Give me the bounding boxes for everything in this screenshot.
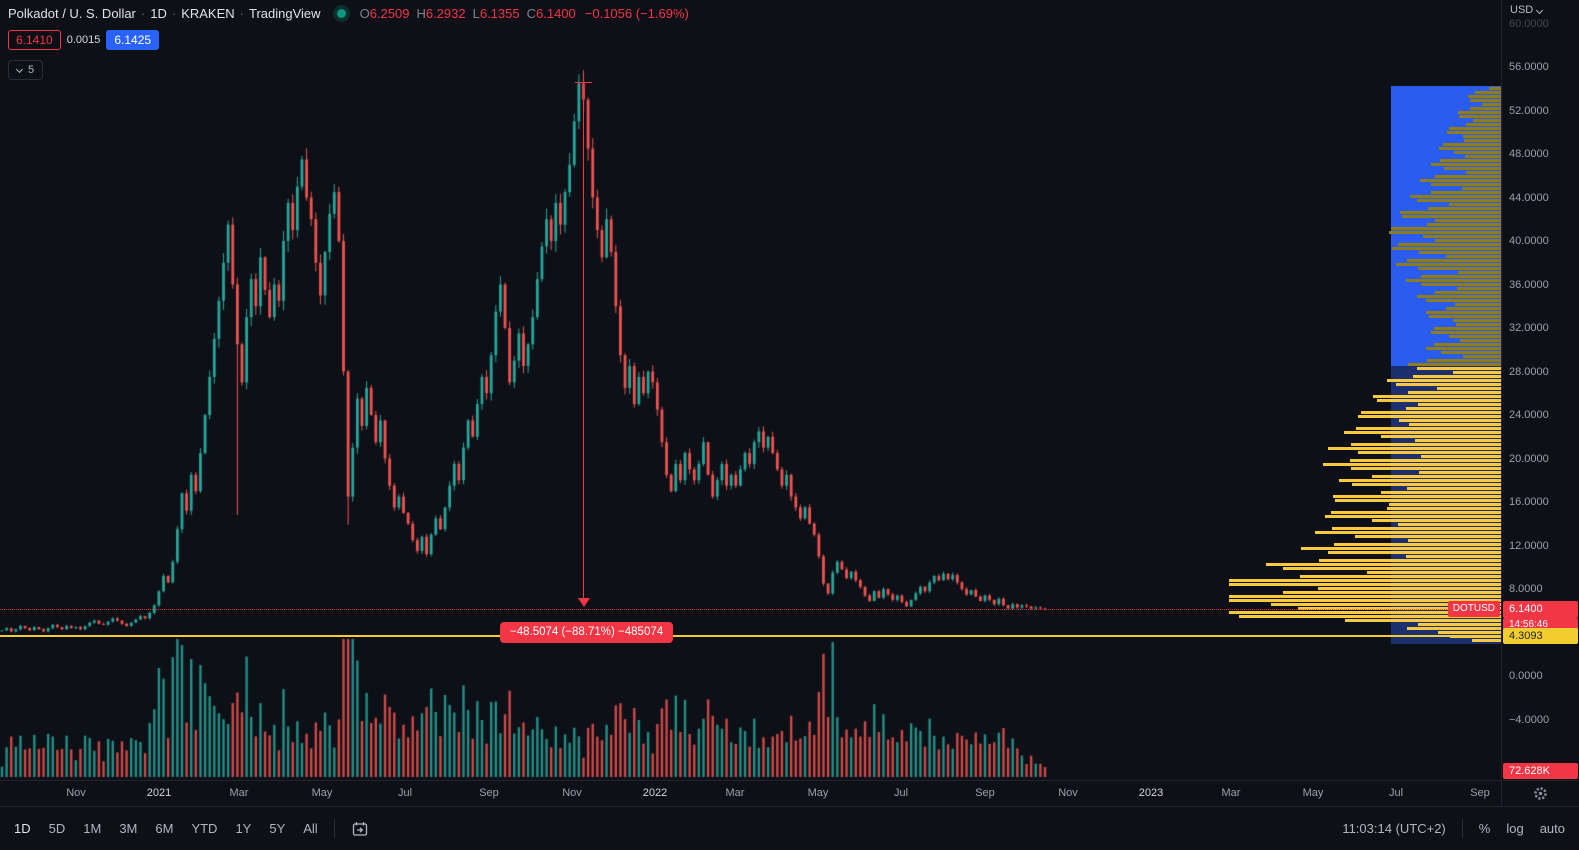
time-tick: Nov — [1058, 787, 1078, 799]
go-to-date-button[interactable] — [351, 820, 369, 838]
range-button-5D[interactable]: 5D — [48, 821, 66, 836]
current-price-tag: 6.1400 — [1503, 601, 1578, 618]
high-label: H — [416, 6, 426, 21]
range-button-All[interactable]: All — [303, 821, 318, 836]
range-buttons: 1D 5D 1M 3M 6M YTD 1Y 5Y All — [14, 821, 318, 836]
market-status-icon[interactable] — [336, 9, 346, 18]
time-tick: Jul — [893, 787, 909, 799]
time-tick: Mar — [725, 787, 745, 799]
close-label: C — [526, 6, 536, 21]
title-separator: · — [140, 6, 146, 21]
price-tick: 52.0000 — [1509, 104, 1549, 117]
chart-pane[interactable]: −48.5074 (−88.71%) −485074 DOTUSD — [0, 0, 1501, 780]
close-value: 6.1400 — [536, 6, 576, 21]
time-tick: Sep — [479, 787, 499, 799]
time-tick: Jul — [1388, 787, 1404, 799]
price-tick: 48.0000 — [1509, 148, 1549, 160]
interval-label[interactable]: 1D — [150, 6, 167, 21]
price-tick: 40.0000 — [1509, 235, 1549, 247]
price-axis[interactable]: USD 60.0000 56.0000 52.0000 48.0000 44.0000 4… — [1501, 0, 1579, 780]
price-tick: 44.0000 — [1509, 191, 1549, 204]
toolbar-divider — [1461, 819, 1463, 838]
price-tick: 36.0000 — [1509, 278, 1549, 291]
time-tick: Mar — [1221, 787, 1241, 799]
ohlc-readout: O 6.2509 H 6.2932 L 6.1355 C 6.1400 −0.1… — [360, 6, 689, 21]
low-value: 6.1355 — [479, 6, 520, 21]
measure-top-cap — [575, 82, 592, 83]
measure-label[interactable]: −48.5074 (−88.71%) −485074 — [500, 622, 674, 643]
price-tick: 24.0000 — [1509, 409, 1549, 421]
toolbar-divider — [333, 819, 335, 838]
log-scale-button[interactable]: log — [1506, 821, 1524, 836]
price-tick: 28.0000 — [1509, 365, 1549, 378]
alert-price-line[interactable] — [0, 635, 1501, 637]
platform-label: TradingView — [249, 6, 321, 21]
price-tick: 12.0000 — [1509, 539, 1549, 552]
price-tick: 0.0000 — [1509, 670, 1543, 682]
title-separator: · — [239, 6, 245, 21]
time-tick: May — [807, 787, 829, 799]
price-tick: 32.0000 — [1509, 322, 1549, 334]
bottom-toolbar: 1D 5D 1M 3M 6M YTD 1Y 5Y All 11:03:14 (UTC+2) % … — [0, 806, 1579, 850]
time-tick: May — [1302, 787, 1324, 799]
currency-label: USD — [1510, 4, 1534, 16]
clock-display[interactable]: 11:03:14 (UTC+2) — [1342, 821, 1446, 836]
collapsed-indicators-count: 5 — [28, 63, 35, 76]
measure-arrowhead-icon — [578, 598, 590, 607]
go-to-date-icon — [352, 821, 367, 836]
time-tick: Nov — [562, 787, 582, 799]
exchange-label[interactable]: KRAKEN — [181, 6, 235, 21]
price-tick: 16.0000 — [1509, 496, 1549, 508]
symbol-price-flag: DOTUSD — [1447, 601, 1500, 617]
time-tick: 2023 — [1138, 787, 1164, 799]
high-value: 6.2932 — [425, 6, 466, 21]
bid-button[interactable]: 6.1410 — [8, 30, 61, 50]
range-button-1Y[interactable]: 1Y — [235, 821, 252, 836]
change-value: −0.1056 (−1.69%) — [584, 6, 689, 21]
alert-price-tag[interactable]: 4.3093 — [1503, 628, 1578, 644]
volume-value-tag: 72.628K — [1503, 763, 1578, 779]
range-button-YTD[interactable]: YTD — [191, 821, 218, 836]
gear-icon[interactable] — [1533, 786, 1548, 801]
price-tick: 20.0000 — [1509, 452, 1549, 465]
time-tick: Sep — [1470, 787, 1490, 799]
symbol-title[interactable]: Polkadot / U. S. Dollar — [8, 6, 136, 21]
range-button-5Y[interactable]: 5Y — [269, 821, 286, 836]
range-button-1D[interactable]: 1D — [14, 821, 31, 836]
chevron-down-icon — [1536, 6, 1544, 14]
time-tick: Sep — [975, 787, 995, 799]
time-tick: Jul — [397, 787, 413, 799]
title-separator: · — [171, 6, 177, 21]
chevron-down-icon — [15, 65, 24, 74]
price-tick: 8.0000 — [1509, 583, 1543, 595]
time-tick: Mar — [229, 787, 249, 799]
open-value: 6.2509 — [369, 6, 410, 21]
ask-button[interactable]: 6.1425 — [106, 30, 160, 50]
spread-value: 0.0015 — [66, 34, 101, 46]
time-tick: May — [311, 787, 333, 799]
currency-menu[interactable]: USD — [1510, 4, 1544, 16]
current-price-line — [0, 609, 1501, 610]
time-axis[interactable]: Nov 2021 Mar May Jul Sep Nov 2022 Mar May Jul Sep No… — [0, 780, 1501, 806]
low-label: L — [472, 6, 480, 21]
price-tick: 60.0000 — [1509, 17, 1549, 30]
measure-line — [583, 82, 584, 599]
candlestick-chart[interactable] — [0, 0, 1501, 780]
percent-scale-button[interactable]: % — [1478, 821, 1491, 836]
time-tick: Nov — [66, 787, 86, 799]
auto-scale-button[interactable]: auto — [1539, 821, 1565, 836]
time-tick: 2021 — [146, 787, 172, 799]
price-tick: −4.0000 — [1509, 713, 1550, 726]
range-button-1M[interactable]: 1M — [83, 821, 102, 836]
price-tick: 56.0000 — [1509, 61, 1549, 73]
open-label: O — [359, 6, 370, 21]
range-button-3M[interactable]: 3M — [119, 821, 138, 836]
legend: Polkadot / U. S. Dollar · 1D · KRAKEN · … — [8, 6, 689, 80]
axis-settings-corner[interactable] — [1501, 780, 1579, 806]
collapsed-indicators-button[interactable]: 5 — [8, 59, 44, 80]
range-button-6M[interactable]: 6M — [155, 821, 174, 836]
time-tick: 2022 — [642, 787, 668, 799]
